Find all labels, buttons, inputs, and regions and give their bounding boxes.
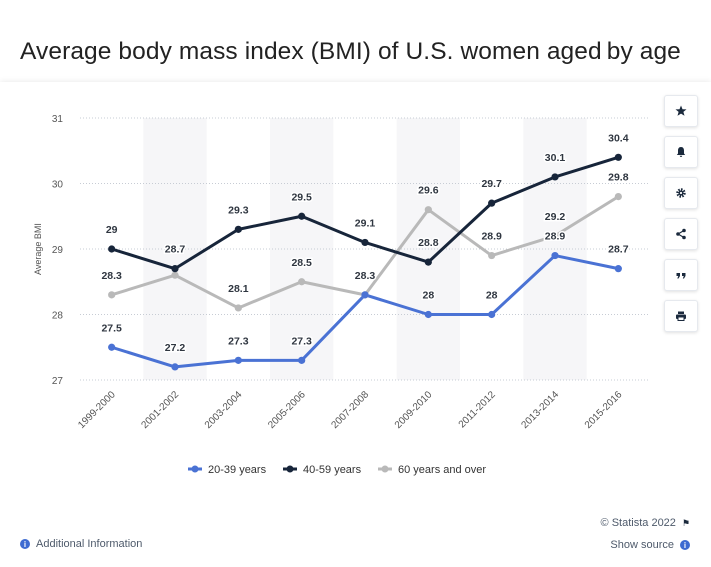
data-label: 27.2	[165, 342, 186, 354]
data-label: 27.3	[291, 335, 312, 347]
data-label: 27.3	[228, 335, 249, 347]
y-axis-label: Average BMI	[33, 223, 43, 275]
chart-panel	[0, 82, 711, 567]
data-label: 29.7	[481, 178, 502, 190]
legend-label: 40-59 years	[303, 464, 362, 476]
show-source-link[interactable]: Show source i	[610, 539, 690, 551]
legend-marker	[191, 465, 199, 473]
data-label: 28.3	[355, 270, 376, 282]
cite-button[interactable]	[664, 259, 698, 291]
data-point	[551, 173, 559, 181]
data-point	[424, 206, 432, 214]
x-tick-label: 2007-2008	[330, 389, 372, 431]
show-source-label: Show source	[610, 539, 674, 551]
print-icon	[676, 311, 686, 321]
additional-information-label: Additional Information	[36, 538, 143, 550]
y-tick-label: 29	[52, 245, 64, 256]
data-point	[614, 153, 622, 161]
data-label: 29	[106, 224, 118, 236]
data-label: 28	[422, 290, 434, 302]
data-label: 30.4	[608, 132, 629, 144]
plot-band	[270, 118, 334, 380]
additional-information-link[interactable]: i Additional Information	[20, 538, 142, 550]
y-tick-label: 27	[52, 376, 64, 387]
star-icon	[675, 105, 687, 116]
gear-icon	[676, 188, 686, 198]
bell-icon	[676, 147, 686, 157]
x-tick-label: 2003-2004	[203, 389, 245, 431]
data-label: 29.3	[228, 204, 249, 216]
data-point	[108, 343, 116, 351]
data-label: 28.5	[291, 257, 312, 269]
data-label: 28.1	[228, 283, 249, 295]
statista-credit-link[interactable]: © Statista 2022 ⚑	[601, 517, 690, 529]
data-label: 30.1	[545, 152, 566, 164]
y-tick-label: 31	[52, 114, 64, 125]
data-point	[361, 238, 369, 247]
share-icon	[676, 228, 686, 240]
data-point	[424, 310, 432, 319]
data-point	[171, 265, 179, 273]
quote-icon	[676, 273, 686, 279]
settings-button[interactable]	[664, 177, 698, 209]
x-tick-label: 2001-2002	[140, 389, 182, 431]
data-point	[298, 356, 306, 364]
plot-band	[143, 118, 207, 380]
info-icon: i	[20, 539, 30, 549]
data-point	[488, 199, 496, 207]
data-point	[551, 251, 559, 260]
data-label: 28.3	[101, 270, 122, 282]
info-icon: i	[680, 540, 690, 550]
data-label: 27.5	[101, 322, 122, 334]
credit-label: © Statista 2022	[600, 517, 676, 529]
data-point	[614, 265, 622, 273]
data-point	[171, 363, 179, 371]
data-label: 28.7	[165, 244, 186, 256]
data-label: 29.6	[418, 185, 439, 197]
data-point	[108, 291, 116, 299]
data-point	[488, 251, 496, 260]
y-tick-label: 30	[52, 180, 64, 191]
data-point	[488, 310, 496, 319]
data-label: 28.9	[481, 231, 502, 243]
x-tick-label: 2005-2006	[266, 389, 308, 431]
data-point	[361, 291, 369, 299]
legend-marker	[381, 465, 389, 473]
data-point	[551, 232, 559, 240]
x-tick-label: 2011-2012	[457, 389, 498, 430]
legend-label: 60 years and over	[398, 464, 486, 476]
x-tick-label: 2013-2014	[520, 389, 562, 431]
flag-icon: ⚑	[681, 517, 690, 528]
y-tick-label: 28	[52, 311, 64, 322]
data-label: 28.8	[418, 237, 439, 249]
notification-button[interactable]	[664, 136, 698, 168]
data-label: 28.7	[608, 244, 629, 256]
data-point	[108, 245, 116, 253]
data-point	[298, 212, 306, 220]
data-label: 28.9	[545, 231, 566, 243]
data-label: 29.1	[355, 217, 376, 229]
data-label: 29.8	[608, 172, 629, 184]
data-label: 29.5	[291, 191, 312, 203]
data-label: 28	[486, 290, 498, 302]
legend-marker	[286, 465, 294, 473]
side-toolbar	[664, 95, 698, 341]
data-label: 29.2	[545, 211, 566, 223]
data-point	[614, 193, 622, 201]
x-tick-label: 1999-2000	[76, 389, 118, 431]
data-point	[171, 271, 179, 279]
legend-label: 20-39 years	[208, 464, 267, 476]
data-point	[298, 278, 306, 286]
data-point	[424, 258, 432, 266]
data-point	[234, 225, 242, 233]
share-button[interactable]	[664, 218, 698, 250]
page-title: Average body mass index (BMI) of U.S. wo…	[20, 38, 681, 65]
x-tick-label: 2009-2010	[393, 389, 435, 431]
favorite-button[interactable]	[664, 95, 698, 127]
print-button[interactable]	[664, 300, 698, 332]
data-point	[234, 304, 242, 312]
data-point	[234, 356, 242, 364]
x-tick-label: 2015-2016	[583, 389, 625, 431]
